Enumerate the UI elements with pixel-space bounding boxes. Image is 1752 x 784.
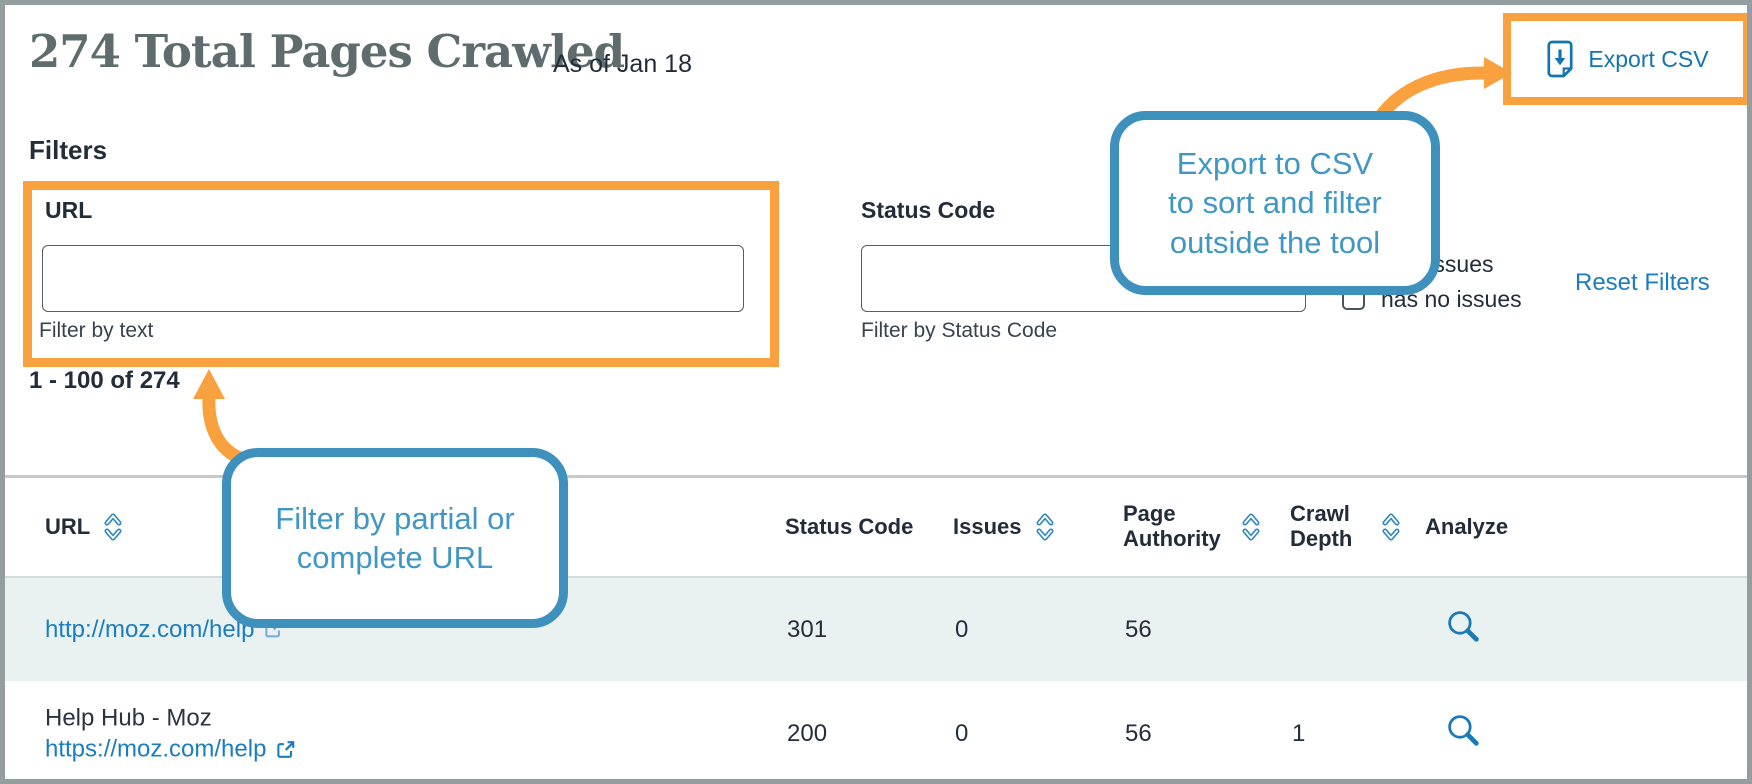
sort-chevrons-icon[interactable] [1241, 510, 1261, 544]
status-code-filter-hint: Filter by Status Code [861, 319, 1058, 342]
column-header-crawl-depth: Crawl Depth [1290, 478, 1401, 576]
page-url-text: https://moz.com/help [45, 735, 267, 763]
export-callout-line: to sort and filter [1168, 185, 1382, 221]
document-download-icon [1545, 40, 1575, 78]
page-title: 274 Total Pages Crawled [29, 25, 625, 78]
column-header-status-code-label: Status Code [785, 513, 914, 539]
analyze-button[interactable] [1445, 608, 1482, 648]
export-annotation-highlight: Export CSV [1503, 13, 1747, 105]
url-filter-hint: Filter by text [39, 319, 154, 342]
sort-chevrons-icon[interactable] [103, 510, 123, 544]
column-header-page-authority: Page Authority [1123, 478, 1261, 576]
url-filter-input[interactable] [42, 245, 744, 312]
table-top-divider [5, 475, 1747, 478]
table-row: Help Hub - Moz https://moz.com/help 200 … [5, 681, 1747, 779]
export-csv-button[interactable]: Export CSV [1545, 40, 1709, 78]
analyze-button[interactable] [1445, 712, 1482, 752]
external-link-icon [275, 739, 296, 760]
pagination-summary: 1 - 100 of 274 [29, 367, 180, 394]
status-code-value: 200 [787, 720, 828, 747]
column-header-issues-label: Issues [953, 513, 1022, 539]
reset-filters-link[interactable]: Reset Filters [1575, 269, 1710, 296]
page-url-text: http://moz.com/help [45, 615, 255, 643]
column-header-issues: Issues [953, 478, 1055, 576]
status-code-value: 301 [787, 615, 828, 643]
column-header-url: URL [45, 478, 123, 576]
export-callout-line: Export to CSV [1176, 146, 1374, 182]
export-csv-label: Export CSV [1588, 45, 1709, 72]
status-code-filter-label: Status Code [861, 197, 996, 223]
export-callout-bubble: Export to CSV to sort and filter outside… [1110, 111, 1440, 295]
column-header-status-code: Status Code [785, 478, 913, 576]
page-url-link[interactable]: http://moz.com/help [45, 616, 284, 644]
issues-value: 0 [955, 615, 969, 643]
url-callout-line: Filter by partial or [275, 500, 515, 536]
url-filter-label: URL [45, 197, 93, 223]
sort-chevrons-icon[interactable] [1381, 510, 1401, 544]
page-title-text: Help Hub - Moz [45, 704, 212, 732]
column-header-page-authority-label: Page Authority [1123, 501, 1221, 551]
table-header-divider [5, 576, 1747, 578]
as-of-date: As of Jan 18 [553, 50, 692, 78]
column-header-crawl-depth-label: Crawl Depth [1290, 501, 1353, 551]
page-url-link[interactable]: https://moz.com/help [45, 736, 296, 764]
column-header-url-label: URL [45, 513, 91, 539]
crawl-depth-value: 1 [1292, 720, 1306, 747]
export-callout-line: outside the tool [1169, 224, 1381, 260]
page-authority-value: 56 [1125, 720, 1152, 747]
magnifier-icon [1445, 608, 1482, 645]
sort-chevrons-icon[interactable] [1035, 510, 1055, 544]
issues-value: 0 [955, 720, 969, 747]
column-header-analyze-label: Analyze [1425, 513, 1509, 539]
page-authority-value: 56 [1125, 615, 1152, 643]
magnifier-icon [1445, 712, 1482, 749]
url-callout-line: complete URL [296, 540, 494, 575]
url-filter-callout-bubble: Filter by partial or complete URL [222, 448, 568, 628]
filters-heading: Filters [29, 135, 108, 165]
column-header-analyze: Analyze [1425, 478, 1508, 576]
